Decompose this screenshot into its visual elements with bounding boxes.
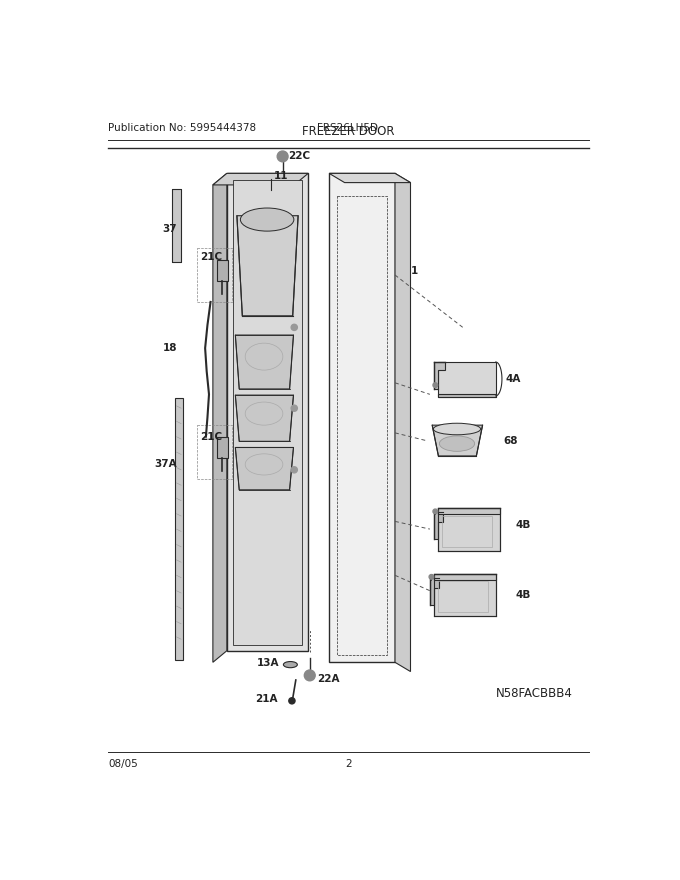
Polygon shape xyxy=(430,577,439,605)
Polygon shape xyxy=(213,173,227,663)
Text: 4A: 4A xyxy=(505,374,520,384)
Text: 21C: 21C xyxy=(200,252,222,261)
Circle shape xyxy=(291,405,297,411)
Ellipse shape xyxy=(241,208,294,231)
Polygon shape xyxy=(438,362,496,397)
Text: 11: 11 xyxy=(273,172,288,181)
Circle shape xyxy=(291,466,297,473)
Polygon shape xyxy=(235,395,294,442)
Polygon shape xyxy=(438,509,500,515)
Text: 4B: 4B xyxy=(515,590,530,599)
Text: 2: 2 xyxy=(345,759,352,768)
Text: 21A: 21A xyxy=(256,693,278,703)
Ellipse shape xyxy=(439,436,475,451)
Text: 08/05: 08/05 xyxy=(108,759,138,768)
Circle shape xyxy=(429,575,434,579)
Text: 22C: 22C xyxy=(288,150,310,161)
Ellipse shape xyxy=(284,662,297,668)
Text: 4B: 4B xyxy=(515,520,530,531)
Circle shape xyxy=(291,324,297,330)
Text: 13A: 13A xyxy=(257,658,279,668)
Bar xyxy=(175,398,183,660)
Polygon shape xyxy=(329,173,411,182)
Circle shape xyxy=(277,151,288,162)
Polygon shape xyxy=(434,512,443,539)
Polygon shape xyxy=(432,425,483,456)
Text: Publication No: 5995444378: Publication No: 5995444378 xyxy=(108,122,256,133)
Circle shape xyxy=(289,698,295,704)
Circle shape xyxy=(305,670,315,681)
Polygon shape xyxy=(434,574,496,616)
Text: N58FACBBB4: N58FACBBB4 xyxy=(496,687,573,700)
Bar xyxy=(438,582,488,612)
Text: FRS26LH5D: FRS26LH5D xyxy=(318,122,379,133)
Polygon shape xyxy=(438,509,500,551)
Polygon shape xyxy=(395,173,411,671)
Polygon shape xyxy=(434,362,445,389)
Text: 37A: 37A xyxy=(155,458,177,469)
Text: 68: 68 xyxy=(503,436,518,445)
Polygon shape xyxy=(235,447,294,490)
Bar xyxy=(337,196,387,655)
Text: FREEZER DOOR: FREEZER DOOR xyxy=(302,125,395,138)
Polygon shape xyxy=(235,335,294,389)
Bar xyxy=(329,173,395,663)
Bar xyxy=(441,516,492,546)
Text: 37: 37 xyxy=(163,224,177,234)
Polygon shape xyxy=(237,216,298,316)
Bar xyxy=(172,188,181,262)
Bar xyxy=(233,180,302,645)
Text: 22A: 22A xyxy=(318,674,340,685)
Text: 21C: 21C xyxy=(200,432,222,442)
Text: 18: 18 xyxy=(163,343,177,353)
Ellipse shape xyxy=(433,423,481,435)
Circle shape xyxy=(433,383,438,387)
Bar xyxy=(217,260,228,281)
Bar xyxy=(217,436,228,458)
Polygon shape xyxy=(434,574,496,580)
Polygon shape xyxy=(213,173,308,185)
Text: 1: 1 xyxy=(411,266,418,276)
Polygon shape xyxy=(438,394,496,397)
Bar xyxy=(227,173,308,651)
Circle shape xyxy=(433,509,438,514)
